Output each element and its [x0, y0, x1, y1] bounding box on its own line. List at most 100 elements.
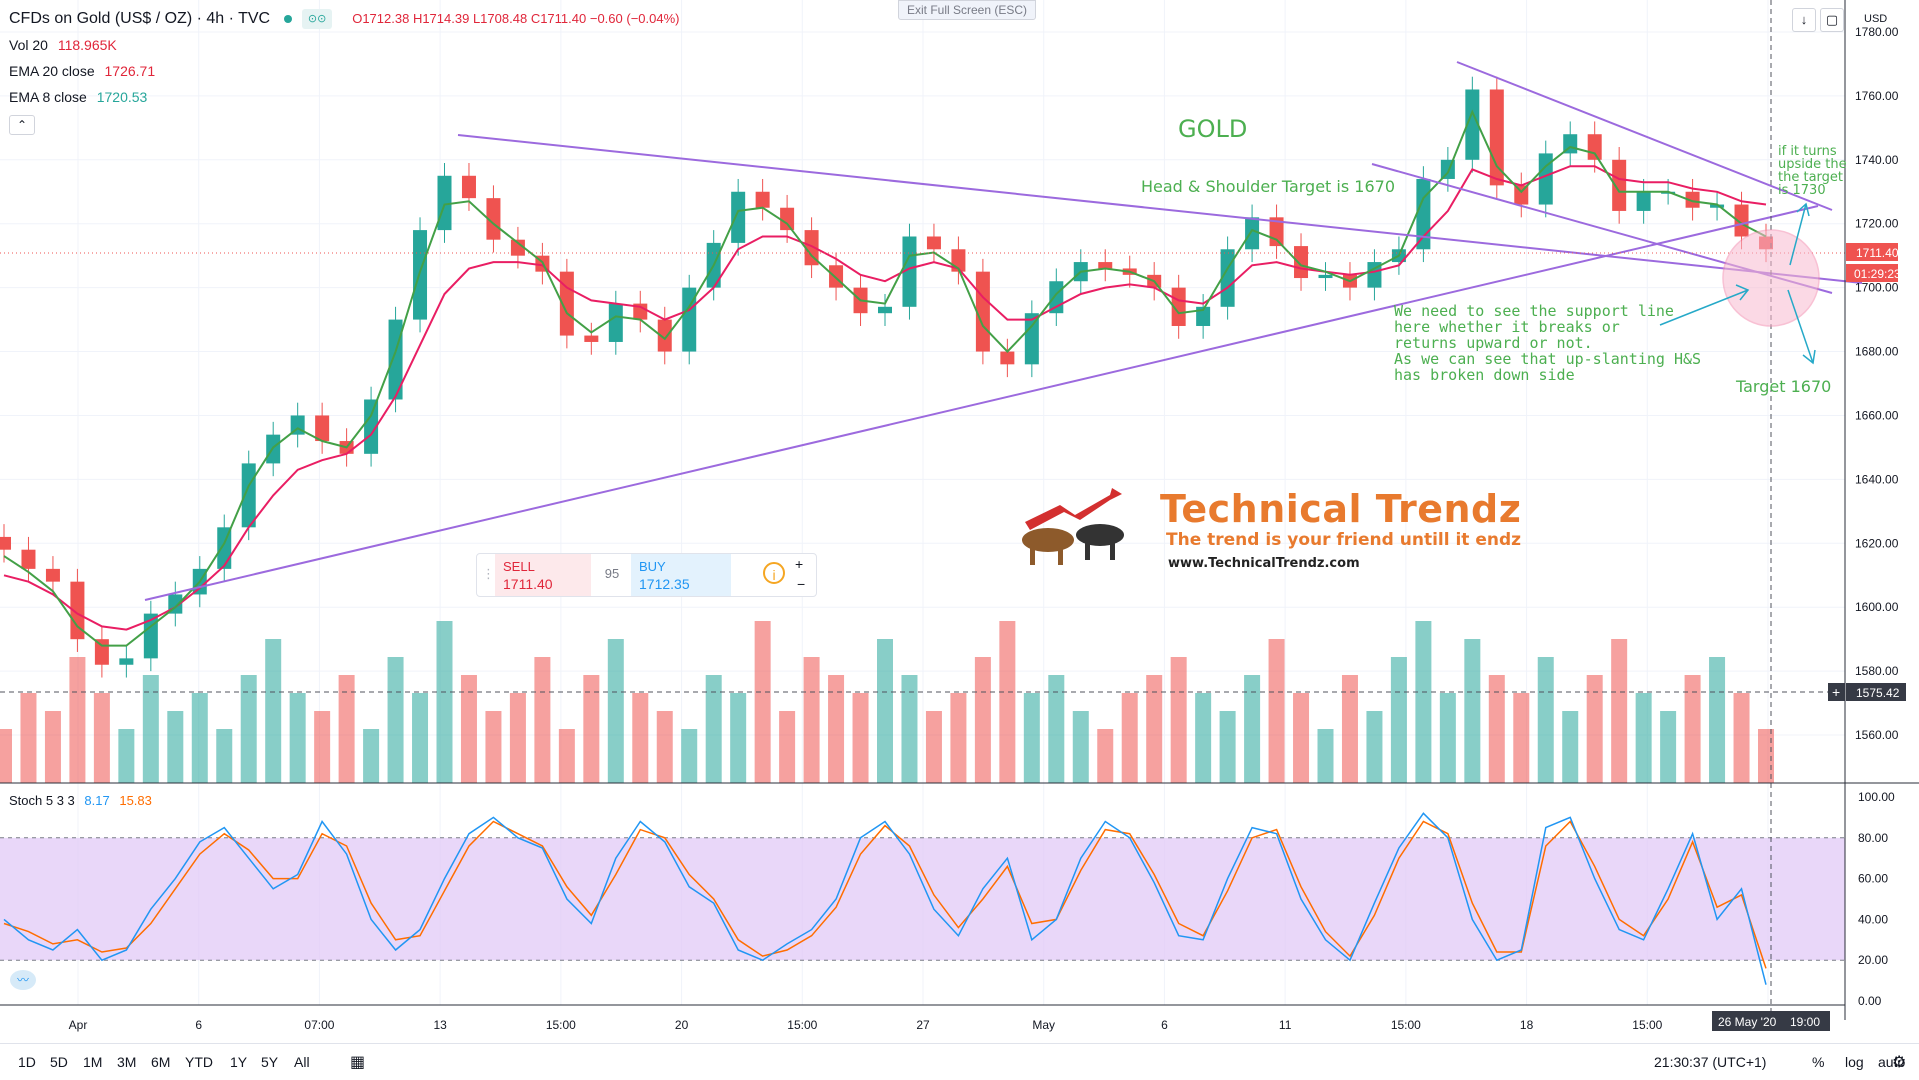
log-toggle[interactable]: log [1845, 1054, 1864, 1070]
gear-icon[interactable]: ⚙ [1892, 1054, 1907, 1071]
calendar-icon[interactable]: ▦ [350, 1054, 366, 1071]
time-axis[interactable]: Apr 6 07:00 13 15:00 20 15:00 27 May 6 11 15:00 18 15… [69, 1018, 1775, 1032]
candle-body [1685, 191, 1700, 208]
candle-body [70, 581, 85, 640]
candle-body [486, 198, 501, 240]
scroll-down-button[interactable]: ↓ [1792, 8, 1816, 32]
volume-bar [1660, 711, 1677, 783]
settings-toggle-icon[interactable]: ⊙⊙ [301, 9, 333, 30]
volume-bar [803, 657, 820, 783]
crosshair-add-button[interactable] [1828, 683, 1845, 701]
stoch-k-value: 8.17 [84, 793, 110, 808]
channel-top-line[interactable] [1456, 61, 1833, 211]
volume-bar [118, 729, 135, 783]
candle-body [608, 303, 623, 342]
arrow-to-support-head [1735, 284, 1750, 301]
symbol-title[interactable]: CFDs on Gold (US$ / OZ) · 4h · TVC [9, 10, 271, 27]
volume-bar [167, 711, 184, 783]
upper-trendline[interactable] [457, 134, 1863, 284]
info-icon[interactable]: i [763, 562, 785, 584]
fullscreen-button[interactable]: ▢ [1820, 8, 1844, 32]
volume-bar [1513, 693, 1530, 783]
ema8-legend[interactable]: EMA 8 close 1720.53 [9, 88, 147, 106]
symbol-legend[interactable]: CFDs on Gold (US$ / OZ) · 4h · TVC ⊙⊙ O1… [9, 9, 679, 30]
timeframe-6m[interactable]: 6M [151, 1054, 171, 1070]
volume-value: 118.965K [57, 37, 117, 53]
volume-bar [1733, 693, 1750, 783]
sell-button[interactable]: SELL 1711.40 [495, 554, 591, 596]
countdown-tag-text: 01:29:23 [1854, 267, 1901, 281]
stoch-label: Stoch 5 3 3 [9, 793, 75, 808]
volume-bar [583, 675, 600, 783]
rising-support-line[interactable] [144, 205, 1819, 601]
trade-panel[interactable]: ⋮ SELL 1711.40 95 BUY 1712.35 i + − [476, 553, 817, 597]
tradingview-logo-icon[interactable]: 〰 [10, 970, 36, 990]
volume-bar [1097, 729, 1114, 783]
timeframe-3m[interactable]: 3M [117, 1054, 137, 1070]
timeframe-1d[interactable]: 1D [18, 1054, 36, 1070]
percent-toggle[interactable]: % [1812, 1054, 1825, 1070]
candle-body [1196, 306, 1211, 326]
buy-button[interactable]: BUY 1712.35 [631, 554, 731, 596]
timeframe-1m[interactable]: 1M [83, 1054, 103, 1070]
volume-bar [240, 675, 257, 783]
volume-bar [44, 711, 61, 783]
auto-toggle[interactable]: auto [1878, 1054, 1906, 1070]
time-tick-label: 15:00 [546, 1018, 576, 1032]
volume-bar [877, 639, 893, 783]
volume-bar [1170, 657, 1187, 783]
volume-bar [436, 621, 453, 783]
price-axis[interactable]: 1560.00 1580.00 1600.00 1620.00 1640.00 1660.… [1855, 25, 1899, 742]
ema20-legend[interactable]: EMA 20 close 1726.71 [9, 62, 155, 80]
time-tick-label: 15:00 [1391, 1018, 1421, 1032]
candle-body [1612, 159, 1627, 211]
upside-note-line-1: if it turns [1778, 144, 1837, 159]
exit-fullscreen-button[interactable]: Exit Full Screen (ESC) [898, 0, 1037, 20]
support-note-line-5: has broken down side [1394, 366, 1575, 384]
clock-timezone[interactable]: 21:30:37 (UTC+1) [1654, 1054, 1767, 1070]
stoch-legend[interactable]: Stoch 5 3 3 8.17 15.83 [9, 793, 152, 808]
crosshair-date-text: 26 May '20 [1718, 1015, 1777, 1029]
stoch-tick-label: 100.00 [1858, 790, 1895, 804]
candle-body [1098, 262, 1113, 269]
timeframe-all[interactable]: All [294, 1054, 310, 1070]
timeframe-5y[interactable]: 5Y [261, 1054, 279, 1070]
volume-bar [1439, 693, 1456, 783]
volume-bar [681, 729, 698, 783]
support-note-line-3: returns upward or not. [1394, 334, 1593, 352]
stoch-band-lines [0, 837, 1845, 961]
price-tick-label: 1700.00 [1855, 281, 1899, 295]
price-tick-label: 1660.00 [1855, 408, 1899, 422]
stoch-axis[interactable]: 0.00 20.00 40.00 60.00 80.00 100.00 [1858, 790, 1895, 1008]
plus-icon[interactable]: + [795, 556, 804, 572]
volume-bar [69, 657, 86, 783]
timeframe-1y[interactable]: 1Y [230, 1054, 248, 1070]
volume-bar [191, 693, 208, 783]
volume-legend[interactable]: Vol 20 118.965K [9, 36, 117, 54]
candle-body [902, 236, 917, 307]
candle-body [1416, 178, 1431, 250]
volume-bar [1244, 675, 1261, 783]
plus-icon[interactable]: + [1832, 684, 1840, 700]
stoch-band [0, 837, 1845, 961]
upside-note-line-4: is 1730 [1778, 183, 1826, 198]
chart-canvas[interactable]: 1560.00 1580.00 1600.00 1620.00 1640.00 1660.… [0, 0, 1919, 1043]
volume-bars [0, 621, 1774, 783]
stoch-d-value: 15.83 [119, 793, 152, 808]
minus-icon[interactable]: − [797, 576, 806, 592]
volume-bar [142, 675, 159, 783]
timeframe-ytd[interactable]: YTD [185, 1054, 213, 1070]
ema20-line [3, 165, 1767, 631]
low-value: L1708.48 [472, 11, 528, 26]
drag-handle-icon[interactable]: ⋮ [482, 566, 495, 581]
timeframe-5d[interactable]: 5D [50, 1054, 68, 1070]
ema20-label: EMA 20 close [9, 63, 95, 79]
trendlines[interactable] [144, 61, 1863, 601]
candle-body [1710, 204, 1725, 208]
hs-target-label: Head & Shoulder Target is 1670 [1141, 177, 1395, 196]
stoch-tick-label: 0.00 [1858, 994, 1882, 1008]
volume-bar [1023, 693, 1040, 783]
volume-bar [1195, 693, 1212, 783]
candle-body [1734, 204, 1749, 237]
collapse-legend-button[interactable]: ⌃ [9, 115, 35, 135]
